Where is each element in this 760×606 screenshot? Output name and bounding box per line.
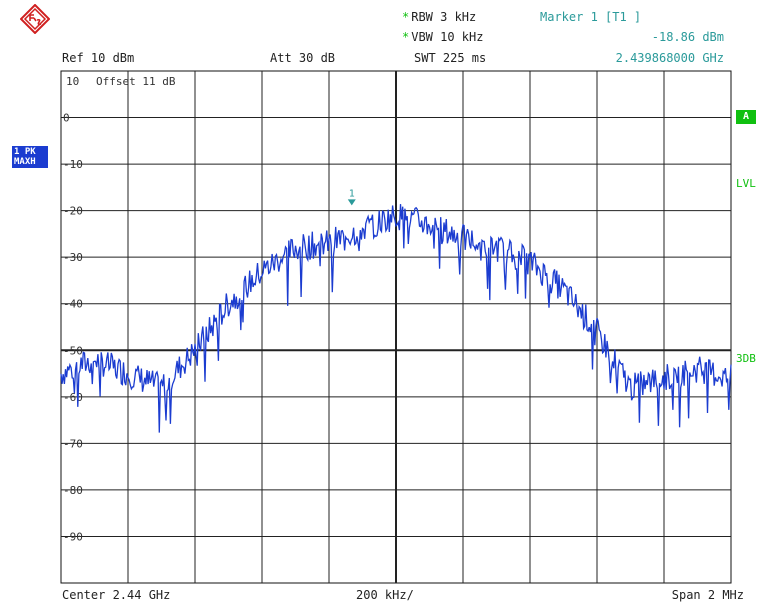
trace-mode-badge: 1 PK MAXH <box>12 146 48 168</box>
vbw-setting: * VBW 10 kHz <box>402 30 483 44</box>
marker-1: 1 <box>347 188 356 206</box>
level-indicator: LVL <box>736 177 756 190</box>
y-tick-label: -80 <box>63 484 83 497</box>
y-tick-label: -40 <box>63 298 83 311</box>
reference-level: Ref 10 dBm <box>62 51 135 65</box>
three-db-indicator: 3DB <box>736 352 756 365</box>
vbw-changed-star: * <box>402 30 410 44</box>
grid <box>61 71 731 583</box>
y-tick-label: 0 <box>63 112 70 125</box>
marker-label: 1 <box>349 188 355 199</box>
y-tick-label: -50 <box>63 344 83 357</box>
rbw-changed-star: * <box>402 10 410 24</box>
trace-line <box>60 204 732 433</box>
trace-mode-label: MAXH <box>14 157 36 167</box>
offset-prefix: 10 <box>66 75 79 88</box>
y-tick-label: -20 <box>63 205 83 218</box>
vbw-text: VBW 10 kHz <box>411 30 484 44</box>
y-tick-label: -90 <box>63 530 83 543</box>
swt-setting: SWT 225 ms <box>414 51 487 65</box>
attenuation: Att 30 dB <box>270 51 336 65</box>
marker-frequency: 2.439868000 GHz <box>615 51 724 65</box>
rohde-schwarz-logo <box>20 4 50 34</box>
y-tick-label: -10 <box>63 158 83 171</box>
y-tick-label: -30 <box>63 251 83 264</box>
trace-a-badge: A <box>736 110 756 124</box>
center-frequency: Center 2.44 GHz <box>62 588 171 602</box>
trace-detector-label: 1 PK <box>14 147 36 157</box>
offset-annotation: Offset 11 dB <box>96 75 176 88</box>
marker-triangle <box>347 199 356 206</box>
y-tick-label: -60 <box>63 391 83 404</box>
y-tick-label: -70 <box>63 437 83 450</box>
y-axis-labels: 0 -10 -20 -30 -40 -50 -60 -70 -80 -90 <box>63 112 83 544</box>
marker-title: Marker 1 [T1 ] <box>540 10 642 24</box>
division-width: 200 kHz/ <box>356 588 414 602</box>
rbw-setting: * RBW 3 kHz <box>402 10 476 24</box>
rbw-text: RBW 3 kHz <box>411 10 477 24</box>
marker-level: -18.86 dBm <box>651 30 724 44</box>
span: Span 2 MHz <box>671 588 744 602</box>
